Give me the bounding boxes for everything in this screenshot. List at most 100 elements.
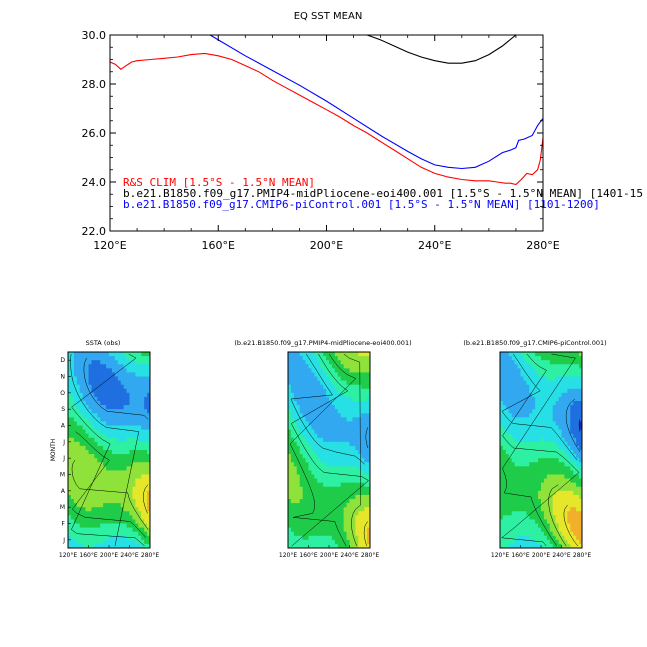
- heatmap-cell: [70, 372, 75, 377]
- heatmap-cell: [543, 392, 548, 398]
- heatmap-cell: [329, 535, 333, 541]
- heatmap-cell: [500, 405, 504, 410]
- heatmap-cell: [543, 486, 548, 492]
- heatmap-cell: [85, 523, 89, 528]
- heatmap-cell: [570, 470, 574, 475]
- heatmap-cell: [305, 360, 309, 365]
- heatmap-cell: [144, 421, 148, 426]
- heatmap-cell: [340, 454, 345, 459]
- heatmap-cell: [302, 388, 306, 394]
- heatmap-cell: [305, 499, 309, 504]
- heatmap-cell: [532, 372, 536, 377]
- heatmap-cell: [500, 413, 504, 418]
- heatmap-cell: [293, 401, 298, 406]
- heatmap-cell: [541, 486, 545, 492]
- heatmap-cell: [91, 535, 95, 541]
- heatmap-cell: [114, 360, 119, 365]
- heatmap-cell: [288, 543, 292, 548]
- heatmap-cell: [349, 421, 353, 426]
- heatmap-cell: [311, 462, 315, 467]
- heatmap-cell: [138, 478, 142, 484]
- heatmap-cell: [299, 437, 304, 443]
- heatmap-cell: [126, 478, 130, 484]
- heatmap-cell: [299, 409, 304, 414]
- heatmap-cell: [88, 494, 92, 500]
- heatmap-cell: [100, 523, 104, 528]
- heatmap-cell: [329, 429, 333, 435]
- heatmap-cell: [567, 474, 571, 479]
- heatmap-cell: [555, 478, 559, 484]
- heatmap-cell: [349, 454, 353, 459]
- heatmap-cell: [500, 470, 504, 475]
- heatmap-cell: [317, 364, 321, 369]
- heatmap-cell: [132, 405, 136, 410]
- heatmap-cell: [329, 478, 333, 484]
- heatmap-cell: [337, 364, 342, 369]
- heatmap-cell: [502, 454, 507, 459]
- heatmap-cell: [290, 392, 295, 398]
- heatmap-cell: [120, 523, 125, 528]
- heatmap-cell: [103, 519, 107, 524]
- heatmap-cell: [76, 527, 81, 533]
- heatmap-cell: [111, 425, 116, 430]
- heatmap-cell: [91, 405, 95, 410]
- heatmap-cell: [100, 527, 104, 533]
- heatmap-cell: [129, 499, 133, 504]
- heatmap-cell: [126, 417, 130, 422]
- heatmap-cell: [79, 368, 84, 373]
- heatmap-cell: [529, 486, 533, 492]
- heatmap-cell: [367, 482, 370, 488]
- heatmap-cell: [558, 409, 562, 414]
- heatmap-cell: [549, 458, 554, 463]
- heatmap-cell: [529, 527, 533, 533]
- heatmap-cell: [141, 527, 145, 533]
- heatmap-cell: [123, 421, 127, 426]
- heatmap-cell: [326, 429, 330, 435]
- heatmap-cell: [111, 486, 116, 492]
- heatmap-cell: [555, 417, 559, 422]
- heatmap-cell: [555, 531, 559, 537]
- heatmap-cell: [526, 372, 530, 377]
- heatmap-cell: [579, 417, 582, 422]
- heatmap-cell: [520, 417, 524, 422]
- heatmap-cell: [73, 486, 78, 492]
- heatmap-cell: [70, 392, 75, 398]
- heatmap-cell: [111, 368, 116, 373]
- heatmap-cell: [120, 360, 125, 365]
- heatmap-cell: [331, 503, 336, 508]
- legend-entry-rs-clim: R&S CLIM [1.5°S - 1.5°N MEAN]: [123, 176, 315, 189]
- heatmap-cell: [129, 450, 133, 455]
- heatmap-cell: [552, 450, 557, 455]
- heatmap-cell: [558, 429, 562, 435]
- heatmap-cell: [520, 356, 524, 361]
- heatmap-cell: [502, 388, 507, 394]
- heatmap-cell: [79, 364, 84, 369]
- heatmap-cell: [511, 499, 516, 504]
- heatmap-cell: [293, 413, 298, 418]
- heatmap-cell: [576, 515, 580, 520]
- y-tick-label: 30.0: [82, 29, 107, 42]
- heatmap-cell: [334, 503, 339, 508]
- heatmap-cell: [76, 490, 81, 496]
- heatmap-cell: [88, 466, 92, 471]
- heatmap-cell: [502, 543, 507, 548]
- heatmap-cell: [555, 413, 559, 418]
- heatmap-cell: [85, 409, 89, 414]
- heatmap-cell: [331, 356, 336, 361]
- heatmap-cell: [541, 372, 545, 377]
- heatmap-cell: [120, 531, 125, 537]
- heatmap-cell: [70, 380, 75, 386]
- heatmap-cell: [561, 392, 565, 398]
- heatmap-cell: [343, 470, 347, 475]
- heatmap-cell: [288, 511, 292, 516]
- heatmap-cell: [326, 519, 330, 524]
- heatmap-cell: [76, 417, 81, 422]
- heatmap-cell: [543, 364, 548, 369]
- heatmap-cell: [73, 364, 78, 369]
- heatmap-cell: [523, 454, 527, 459]
- heatmap-cell: [97, 384, 101, 390]
- heatmap-cell: [520, 458, 524, 463]
- heatmap-cell: [114, 368, 119, 373]
- heatmap-cell: [311, 474, 315, 479]
- heatmap-cell: [111, 388, 116, 394]
